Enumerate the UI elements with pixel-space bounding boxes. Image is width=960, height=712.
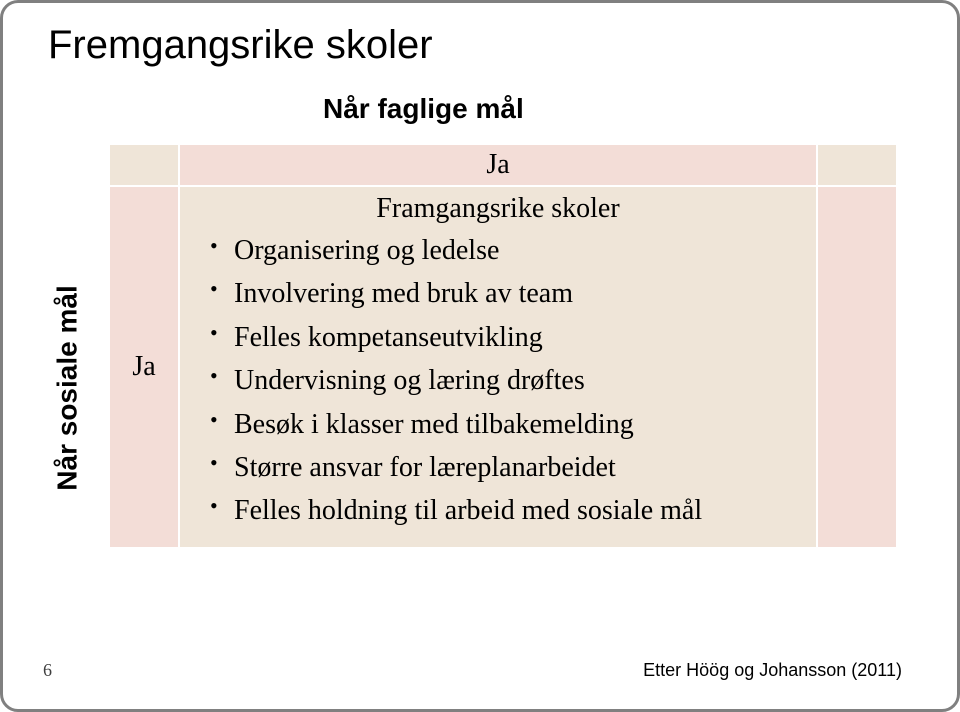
col-header-cell: Ja bbox=[179, 144, 817, 186]
row-header-label: Ja bbox=[132, 351, 155, 382]
citation-text: Etter Höög og Johansson (2011) bbox=[643, 660, 902, 681]
bullet-list: Organisering og ledelse Involvering med … bbox=[198, 229, 798, 533]
top-axis-label: Når faglige mål bbox=[323, 93, 524, 125]
empty-top-right-cell bbox=[817, 144, 897, 186]
list-item: Undervisning og læring drøftes bbox=[206, 359, 798, 402]
content-cell: Framgangsrike skoler Organisering og led… bbox=[179, 186, 817, 548]
slide-frame: Fremgangsrike skoler Når faglige mål Når… bbox=[0, 0, 960, 712]
list-item: Organisering og ledelse bbox=[206, 229, 798, 272]
matrix-table: Ja Ja Framgangsrike skoler Organisering … bbox=[108, 143, 898, 549]
list-item: Større ansvar for læreplanarbeidet bbox=[206, 446, 798, 489]
list-item: Felles kompetanseutvikling bbox=[206, 316, 798, 359]
slide-title: Fremgangsrike skoler bbox=[48, 23, 433, 68]
row-header-cell: Ja bbox=[109, 186, 179, 548]
table-row: Ja Framgangsrike skoler Organisering og … bbox=[109, 186, 897, 548]
empty-right-cell bbox=[817, 186, 897, 548]
list-item: Involvering med bruk av team bbox=[206, 272, 798, 315]
list-item: Felles holdning til arbeid med sosiale m… bbox=[206, 489, 798, 532]
left-axis-container: Når sosiale mål bbox=[48, 228, 88, 548]
table-row: Ja bbox=[109, 144, 897, 186]
content-subheading: Framgangsrike skoler bbox=[198, 193, 798, 225]
corner-empty-cell bbox=[109, 144, 179, 186]
col-header-label: Ja bbox=[486, 149, 509, 180]
page-number: 6 bbox=[43, 660, 52, 681]
left-axis-label: Når sosiale mål bbox=[52, 285, 84, 490]
list-item: Besøk i klasser med tilbakemelding bbox=[206, 403, 798, 446]
